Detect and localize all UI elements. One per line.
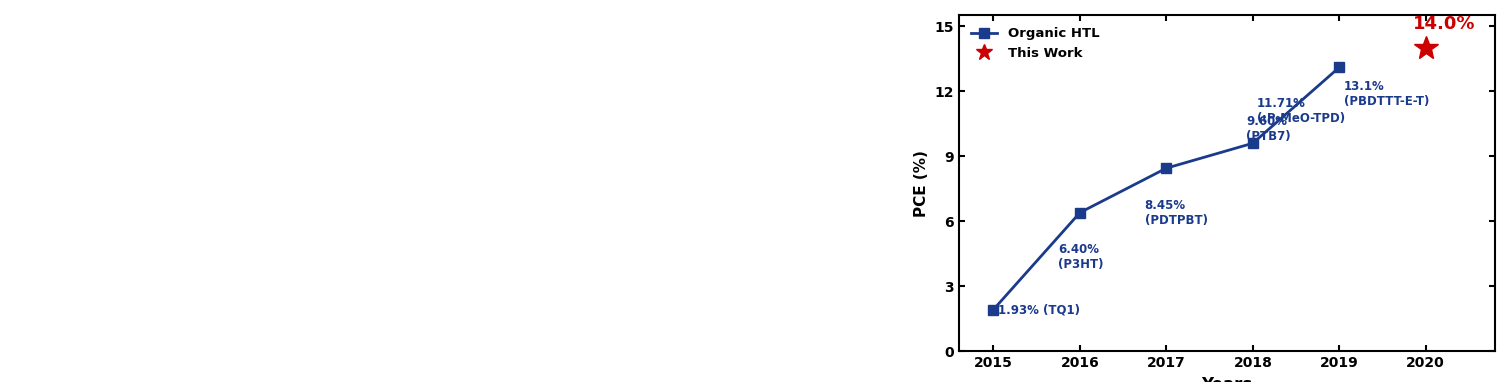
Legend: Organic HTL, This Work: Organic HTL, This Work (965, 22, 1105, 65)
Text: 14.0%: 14.0% (1413, 15, 1475, 33)
Text: 1.93% (TQ1): 1.93% (TQ1) (998, 303, 1080, 316)
Text: 9.60%
(PTB7): 9.60% (PTB7) (1246, 115, 1291, 143)
Text: 6.40%
(P3HT): 6.40% (P3HT) (1059, 243, 1104, 271)
Y-axis label: PCE (%): PCE (%) (914, 150, 929, 217)
Text: 13.1%
(PBDTTT-E-T): 13.1% (PBDTTT-E-T) (1344, 80, 1428, 108)
Text: 8.45%
(PDTPBT): 8.45% (PDTPBT) (1145, 199, 1208, 227)
X-axis label: Years: Years (1202, 376, 1252, 382)
Text: 11.71%
(ιP-MeO-TPD): 11.71% (ιP-MeO-TPD) (1258, 97, 1345, 125)
